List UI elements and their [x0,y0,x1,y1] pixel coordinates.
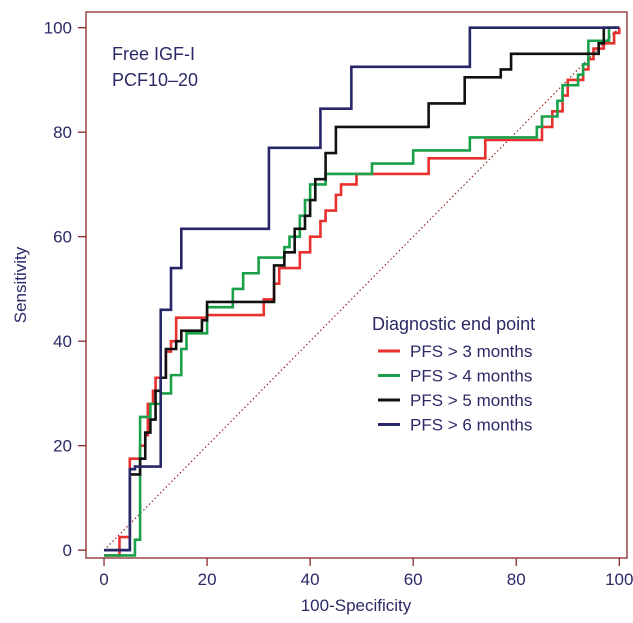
legend-title: Diagnostic end point [372,314,535,334]
series-layer [104,26,621,557]
x-tick-label: 40 [301,570,320,589]
y-tick-label: 60 [53,228,72,247]
x-tick-label: 100 [605,570,633,589]
series-line-pfs-4-months [104,26,620,557]
y-axis-label: Sensitivity [11,246,30,323]
y-tick-label: 0 [63,541,72,560]
legend-label-pfs-3-months: PFS > 3 months [410,342,532,361]
annotation-line-2: PCF10–20 [112,70,198,90]
y-tick-label: 20 [53,437,72,456]
y-tick-label: 80 [53,123,72,142]
x-tick-label: 80 [507,570,526,589]
reference-layer [103,27,620,551]
legend-label-pfs-5-months: PFS > 5 months [410,391,532,410]
x-tick-label: 0 [99,570,108,589]
x-tick-label: 20 [198,570,217,589]
series-line-pfs-6-months [104,26,620,552]
legend-items: PFS > 3 months PFS > 4 months PFS > 5 mont… [378,342,532,435]
legend-label-pfs-6-months: PFS > 6 months [410,416,532,435]
series-line-pfs-5-months [104,26,620,552]
ticks-layer: 0 20 40 60 80 100 0 20 40 60 80 100 [44,19,633,589]
x-axis-label: 100-Specificity [301,596,412,615]
y-tick-label: 100 [44,19,72,38]
series-line-pfs-3-months [104,27,621,557]
reference-diagonal-line [103,27,620,551]
annotation-line-1: Free IGF-I [112,44,195,64]
x-tick-label: 60 [404,570,423,589]
plot-frame [85,11,628,559]
legend-label-pfs-4-months: PFS > 4 months [410,367,532,386]
y-tick-label: 40 [53,332,72,351]
